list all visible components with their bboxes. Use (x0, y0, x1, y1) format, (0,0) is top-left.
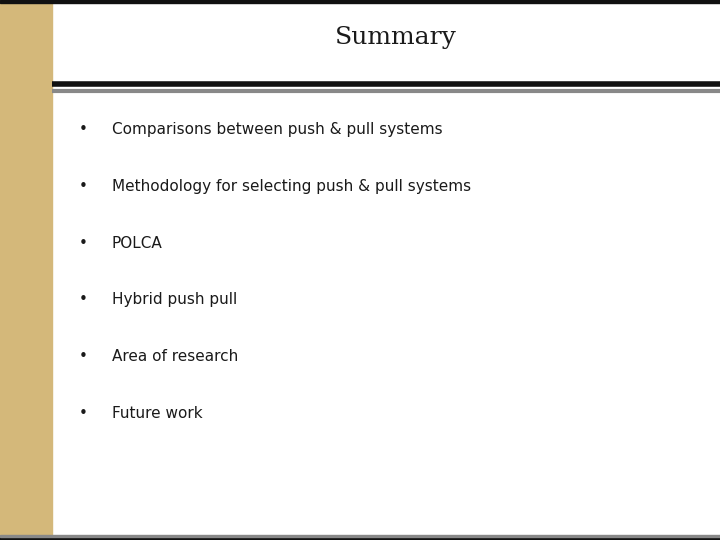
Text: •: • (78, 179, 87, 194)
Text: •: • (78, 292, 87, 307)
Text: POLCA: POLCA (112, 235, 162, 251)
Text: Future work: Future work (112, 406, 202, 421)
Text: Comparisons between push & pull systems: Comparisons between push & pull systems (112, 122, 442, 137)
Text: Hybrid push pull: Hybrid push pull (112, 292, 237, 307)
Bar (0, 0, 52, 540)
Bar (0, 0, 720, 3)
Text: •: • (78, 122, 87, 137)
Text: •: • (78, 406, 87, 421)
Text: Summary: Summary (335, 26, 457, 49)
Text: •: • (78, 235, 87, 251)
Bar (0, 535, 720, 537)
Text: •: • (78, 349, 87, 364)
Bar (0, 537, 720, 540)
Text: Methodology for selecting push & pull systems: Methodology for selecting push & pull sy… (112, 179, 471, 194)
Text: Area of research: Area of research (112, 349, 238, 364)
